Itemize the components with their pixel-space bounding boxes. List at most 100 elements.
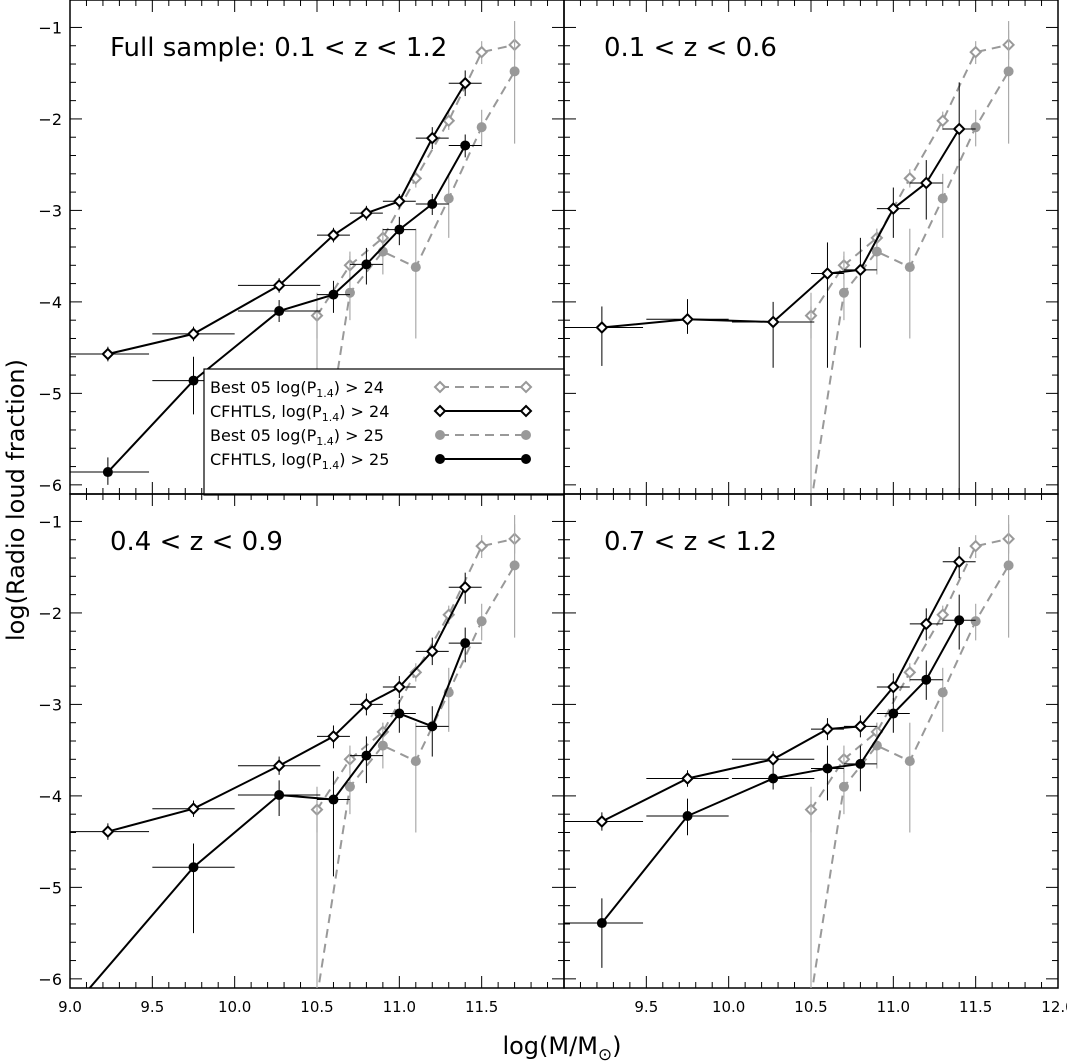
y-tick-label: −3 xyxy=(38,695,62,714)
series-cfh24-point xyxy=(327,228,340,242)
legend-label-subscript: 1.4 xyxy=(322,411,340,424)
series-cfh24-point xyxy=(681,772,694,785)
series-best24-point xyxy=(969,45,983,59)
legend-marker-cfh24 xyxy=(433,404,447,418)
series-cfh24-point xyxy=(272,759,286,773)
series-best25-point xyxy=(509,66,520,77)
y-tick-label: −2 xyxy=(38,604,62,623)
legend-marker-best25 xyxy=(435,430,445,440)
series-cfh24-point xyxy=(101,347,115,361)
legend-label-subscript: 1.4 xyxy=(322,459,340,472)
y-tick-label: −6 xyxy=(38,970,62,989)
y-tick-label: −3 xyxy=(38,201,62,220)
series-best25-point xyxy=(443,193,454,204)
series-cfh25-point xyxy=(394,224,405,235)
y-tick-label: −1 xyxy=(38,18,62,37)
y-tick-label: −2 xyxy=(38,110,62,129)
series-cfh24-point xyxy=(101,825,115,838)
legend-label-tail: ) > 24 xyxy=(339,402,389,421)
series-cfh24-point xyxy=(327,730,340,743)
legend-label-best25: Best 05 log(P1.4) > 25 xyxy=(210,426,384,448)
panel-title: 0.7 < z < 1.2 xyxy=(604,527,777,557)
series-cfh24-point xyxy=(766,315,780,329)
y-tick-label: −4 xyxy=(38,787,62,806)
series-cfh25-point xyxy=(768,773,779,784)
series-best24-point xyxy=(936,608,950,622)
series-best25-point xyxy=(970,122,981,133)
x-tick-label: 11.0 xyxy=(383,998,416,1016)
series-best25-point xyxy=(871,246,882,257)
series-cfh25-point xyxy=(394,708,405,719)
series-best25-point xyxy=(410,756,421,767)
series-cfh24-point xyxy=(853,719,867,733)
series-best24-point xyxy=(475,45,489,59)
series-cfh24-point xyxy=(853,263,867,277)
series-best25-point xyxy=(1003,66,1014,77)
series-best25-point xyxy=(838,287,849,298)
series-best25-point xyxy=(509,560,520,571)
series-best25-point xyxy=(344,781,355,792)
y-axis-title: log(Radio loud fraction) xyxy=(2,359,30,641)
series-cfh25-point xyxy=(921,674,932,685)
series-best24-point xyxy=(409,665,423,679)
series-cfh24-point xyxy=(272,279,286,292)
legend-label-cfh24: CFHTLS, log(P1.4) > 24 xyxy=(210,402,389,424)
series-best25-point xyxy=(937,687,948,698)
series-cfh24-point xyxy=(821,267,834,280)
series-best25-point xyxy=(970,616,981,627)
series-cfh24-point xyxy=(919,617,933,631)
x-axis-title: log(M/M⊙) xyxy=(502,1032,621,1062)
x-tick-label: 12.0 xyxy=(1041,998,1067,1016)
series-cfh25-point xyxy=(682,811,693,822)
x-tick-label: 11.0 xyxy=(877,998,910,1016)
series-cfh25-point xyxy=(188,862,199,873)
series-cfh25-point xyxy=(596,918,607,929)
series-best24-point xyxy=(475,539,489,553)
panel-3: −1 −2 −3 −4 −5 −6 9.0 9.5 10.0 10.5 11.0 11.5 0.4 < … xyxy=(38,493,565,1016)
y-tick-label: −5 xyxy=(38,878,62,897)
series-best24-point xyxy=(936,114,950,128)
series-cfh24-line xyxy=(107,586,467,833)
series-cfh24-point xyxy=(187,327,200,341)
series-cfh24-point xyxy=(359,206,373,220)
series-cfh24-point xyxy=(595,815,609,828)
series-cfh25-point xyxy=(328,794,339,805)
y-tick-label: −5 xyxy=(38,384,62,403)
legend-marker-best24 xyxy=(433,380,447,394)
series-cfh25-point xyxy=(427,199,438,210)
series-cfh24-point xyxy=(425,131,439,145)
plot-layer: −1 −2 −3 −4 −5 −6 Full sample: 0.1 < z < 1.2 Be… xyxy=(38,0,1067,1016)
series-best25-point xyxy=(838,781,849,792)
x-tick-label: 11.5 xyxy=(465,998,498,1016)
series-cfh24-point xyxy=(425,644,439,658)
series-cfh25-point xyxy=(954,615,965,626)
x-tick-label: 10.0 xyxy=(218,998,251,1016)
series-cfh24-point xyxy=(392,194,406,208)
panel-plot-area xyxy=(564,21,1016,494)
panel-title: 0.4 < z < 0.9 xyxy=(110,527,283,557)
series-cfh24-point xyxy=(595,321,609,334)
series-cfh24-point xyxy=(458,580,472,594)
panel-plot-area xyxy=(70,515,522,988)
legend-marker-cfh25 xyxy=(435,454,445,464)
series-cfh25-point xyxy=(328,289,339,300)
series-cfh25-line xyxy=(88,642,467,988)
series-cfh25-point xyxy=(888,708,899,719)
legend-label-best24: Best 05 log(P1.4) > 24 xyxy=(210,378,384,400)
series-cfh25-point xyxy=(822,763,833,774)
legend-label-subscript: 1.4 xyxy=(316,435,334,448)
series-cfh24-point xyxy=(458,76,472,90)
series-best25-point xyxy=(937,193,948,204)
series-cfh24-point xyxy=(821,722,834,736)
series-cfh25-point xyxy=(102,467,113,478)
series-cfh25-point xyxy=(460,140,471,151)
panel-2: 0.1 < z < 0.6 xyxy=(563,0,1059,495)
series-best24-point xyxy=(969,539,983,553)
series-best25-point xyxy=(904,756,915,767)
series-cfh24-line xyxy=(601,128,961,329)
series-cfh25-point xyxy=(274,306,285,317)
legend-marker-cfh25 xyxy=(521,454,531,464)
series-best25-point xyxy=(1003,560,1014,571)
series-cfh24-point xyxy=(359,697,373,711)
